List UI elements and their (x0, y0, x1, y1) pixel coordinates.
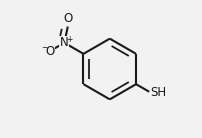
Text: O: O (45, 45, 54, 58)
Text: O: O (63, 12, 72, 25)
Text: N: N (60, 36, 68, 49)
Text: +: + (66, 35, 73, 44)
Text: −: − (41, 43, 47, 53)
Text: SH: SH (149, 86, 165, 99)
